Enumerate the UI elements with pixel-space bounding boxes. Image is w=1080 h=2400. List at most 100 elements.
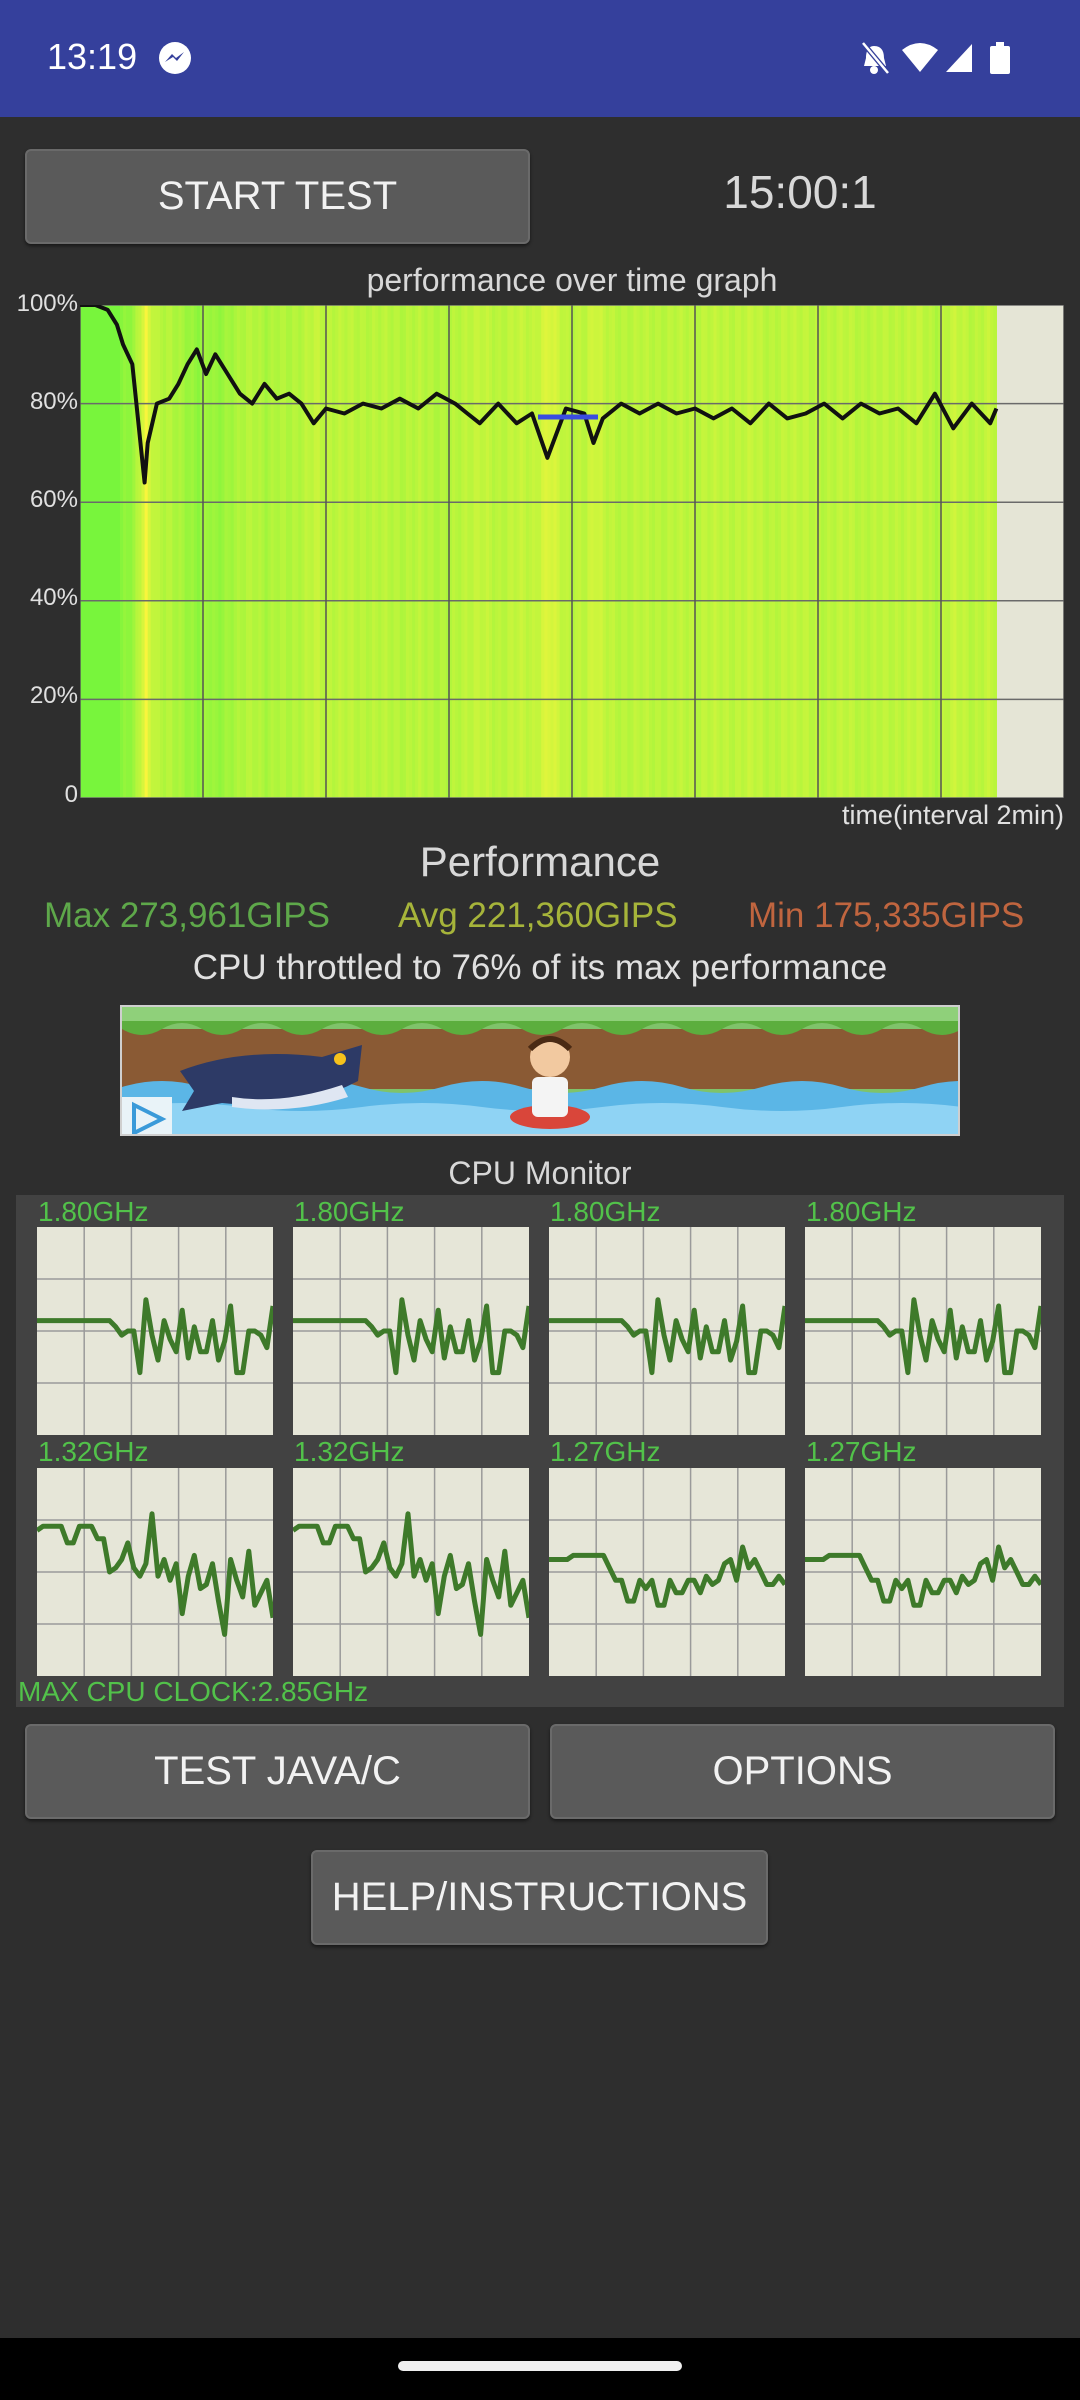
core-6-freq: 1.27GHz (550, 1436, 661, 1467)
heat-bar (959, 305, 964, 798)
heat-bar (289, 305, 293, 798)
heat-bar (209, 305, 213, 798)
heat-bar (104, 305, 109, 798)
core-load-line (549, 1544, 785, 1608)
heat-bar (396, 305, 401, 798)
heat-bar (252, 305, 256, 798)
heat-bar (854, 305, 859, 798)
heat-bar (575, 305, 579, 798)
heat-bar (704, 305, 708, 798)
heat-bar (218, 305, 223, 798)
heat-bar (387, 305, 392, 798)
heat-bar (956, 305, 961, 798)
heat-bar (550, 305, 555, 798)
heat-bar (876, 305, 881, 798)
heat-bar (768, 305, 773, 798)
heat-bar (627, 305, 631, 798)
performance-title: Performance (419, 838, 661, 885)
heat-bar (599, 305, 604, 798)
performance-line (80, 305, 999, 485)
heat-bar (941, 305, 945, 798)
options-button[interactable]: OPTIONS (550, 1724, 1055, 1819)
core-1-freq: 1.80GHz (294, 1196, 405, 1227)
heat-bar (153, 305, 158, 798)
heat-bar (381, 305, 385, 798)
heat-bar (326, 305, 330, 798)
ad-banner[interactable] (120, 1005, 960, 1136)
heat-bar (163, 305, 167, 798)
heat-bar (796, 305, 801, 798)
heat-bar (710, 305, 715, 798)
heat-bar (904, 305, 908, 798)
heat-bar (842, 305, 847, 798)
heat-bar (556, 305, 561, 798)
heat-bar (719, 305, 724, 798)
heat-bar (833, 305, 838, 798)
heat-bar (98, 305, 103, 798)
heat-bar (568, 305, 573, 798)
heat-bar (421, 305, 425, 798)
heat-bar (298, 305, 302, 798)
heat-bar (756, 305, 761, 798)
heat-bar (86, 305, 90, 798)
heat-bar (633, 305, 638, 798)
heat-bar (160, 305, 164, 798)
heat-bar (129, 305, 133, 798)
home-gesture-handle[interactable] (398, 2361, 682, 2371)
heat-bar (630, 305, 635, 798)
heat-bar (510, 305, 515, 798)
core-load-line (293, 1511, 529, 1637)
heat-bar (310, 305, 315, 798)
dnd-off-icon (861, 41, 890, 75)
y-tick-0: 0 (64, 781, 78, 808)
heat-bar (851, 305, 856, 798)
heat-bar (685, 305, 690, 798)
heat-bar (744, 305, 748, 798)
core-4-freq: 1.32GHz (38, 1436, 149, 1467)
heat-bar (166, 305, 170, 798)
heat-bar (928, 305, 933, 798)
heat-bar (781, 305, 785, 798)
man-on-raft-figure (510, 1036, 590, 1129)
heat-bar (433, 305, 438, 798)
heat-bar (861, 305, 865, 798)
heat-bar (470, 305, 475, 798)
heat-bar (901, 305, 905, 798)
heat-bar (950, 305, 954, 798)
heat-bar (445, 305, 450, 798)
heat-bar (147, 305, 152, 798)
heat-bar (347, 305, 352, 798)
heat-bar (839, 305, 844, 798)
heat-bar (409, 305, 413, 798)
heat-bar (335, 305, 339, 798)
heat-bar (227, 305, 232, 798)
heat-bar (565, 305, 570, 798)
heat-bar (120, 305, 124, 798)
heat-bar (458, 305, 462, 798)
heat-bar (618, 305, 622, 798)
heat-bar (476, 305, 481, 798)
heat-bar (885, 305, 890, 798)
help-instructions-button[interactable]: HELP/INSTRUCTIONS (311, 1850, 768, 1945)
heat-bar (547, 305, 552, 798)
heat-bar (307, 305, 312, 798)
heat-bar (698, 305, 702, 798)
heat-bar (602, 305, 607, 798)
heat-bar (612, 305, 616, 798)
heat-bar (799, 305, 804, 798)
heat-bar (455, 305, 459, 798)
test-java-c-button[interactable]: TEST JAVA/C (25, 1724, 530, 1819)
heat-bar (587, 305, 592, 798)
heat-bar (236, 305, 241, 798)
heat-bar (974, 305, 979, 798)
heat-bar (427, 305, 432, 798)
heat-bar (393, 305, 398, 798)
heat-bar (175, 305, 179, 798)
start-test-button[interactable]: START TEST (25, 149, 530, 244)
core-0-freq: 1.80GHz (38, 1196, 149, 1227)
heat-bar (215, 305, 219, 798)
heat-bar (808, 305, 813, 798)
heat-bar (824, 305, 828, 798)
heat-bar (845, 305, 850, 798)
core-5-freq: 1.32GHz (294, 1436, 405, 1467)
